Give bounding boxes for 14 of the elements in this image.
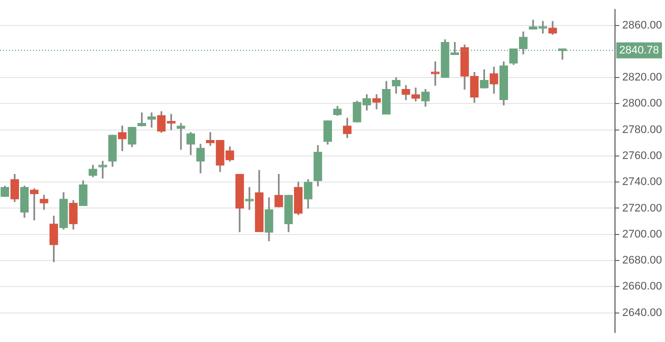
y-tick-label: 2700.00 xyxy=(622,228,662,240)
y-tick-label: 2760.00 xyxy=(622,150,662,162)
y-tick-label: 2740.00 xyxy=(622,176,662,188)
y-tick-label: 2820.00 xyxy=(622,72,662,84)
candlestick xyxy=(176,122,186,150)
y-tick-label: 2720.00 xyxy=(622,202,662,214)
y-tick-label: 2800.00 xyxy=(622,98,662,110)
y-tick-label: 2680.00 xyxy=(622,254,662,267)
y-tick-label: 2640.00 xyxy=(622,306,662,319)
y-tick-label: 2660.00 xyxy=(622,280,662,293)
candlestick xyxy=(245,187,254,210)
ref-line-label: 2840.78 xyxy=(619,44,660,56)
y-tick-label: 2780.00 xyxy=(622,124,662,136)
y-tick-label: 2860.00 xyxy=(622,19,662,32)
